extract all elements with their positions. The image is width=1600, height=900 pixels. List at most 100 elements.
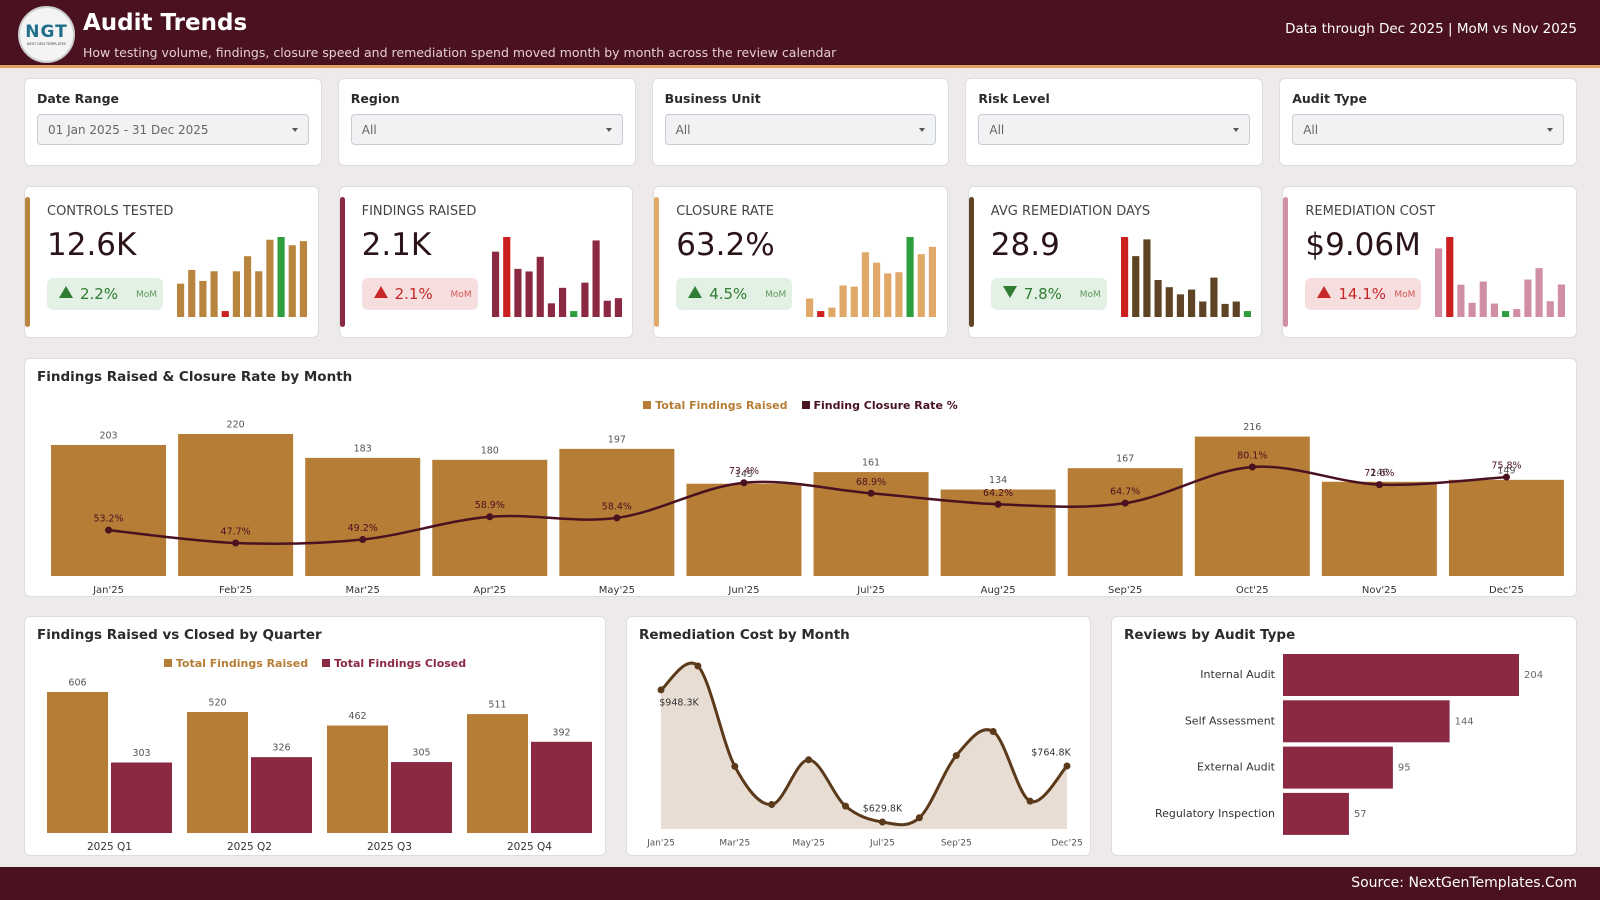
- spark-bar: [906, 237, 914, 317]
- spark-bar: [525, 271, 533, 317]
- data-label: 462: [348, 711, 366, 722]
- line-point: [359, 535, 367, 543]
- spark-bar: [839, 285, 847, 317]
- chart-title: Reviews by Audit Type: [1124, 627, 1296, 643]
- spark-bar: [266, 239, 274, 317]
- spark-bar: [1221, 303, 1229, 317]
- spark-bar: [1243, 311, 1251, 317]
- spark-bar: [1468, 302, 1477, 317]
- line-point: [1121, 499, 1129, 507]
- kpi-card: AVG REMEDIATION DAYS 28.9 7.8% MoM: [967, 186, 1263, 338]
- filter-card: Business Unit All: [651, 78, 950, 166]
- kpi-accent: [25, 197, 30, 327]
- x-tick-label: Sep'25: [941, 839, 972, 849]
- change-value: 2.2%: [80, 285, 119, 303]
- legend-item: Total Findings Raised: [643, 399, 788, 412]
- filter-bar: Date Range 01 Jan 2025 - 31 Dec 2025 Regio…: [24, 78, 1577, 166]
- spark-bar: [828, 307, 836, 317]
- x-tick-label: Apr'25: [473, 585, 506, 596]
- filter-card: Region All: [337, 78, 636, 166]
- spark-bar: [1547, 301, 1555, 317]
- kpi-label: REMEDIATION COST: [1305, 204, 1436, 219]
- kpi-value: $9.06M: [1305, 227, 1421, 263]
- spark-bar: [232, 271, 240, 317]
- bar: [1283, 654, 1519, 696]
- chart-card: 606 303 2025 Q1 520 326 2025 Q2 462 305 2025 Q3 5…: [24, 616, 606, 856]
- line: [659, 661, 1069, 827]
- spark-bar: [1232, 301, 1240, 317]
- trend-arrow: [59, 286, 73, 298]
- spark-bar: [288, 245, 296, 317]
- x-tick-label: Jun'25: [727, 585, 759, 596]
- line-point: [805, 756, 813, 764]
- bar: [1194, 436, 1310, 576]
- data-label: 204: [1524, 670, 1543, 681]
- spark-bar: [1435, 248, 1443, 317]
- spark-bar: [1513, 309, 1521, 317]
- spark-bar: [1558, 284, 1566, 317]
- bar: [187, 712, 248, 833]
- sparkline: [806, 237, 937, 317]
- bar: [686, 483, 802, 576]
- spark-bar: [221, 311, 229, 317]
- kpi-accent: [339, 197, 345, 327]
- spark-bar: [1524, 279, 1532, 317]
- legend-swatch: [643, 401, 652, 409]
- line-point: [878, 818, 886, 826]
- data-label: 197: [608, 434, 626, 445]
- change-value: 4.5%: [709, 285, 748, 303]
- spark-bar: [1480, 281, 1488, 317]
- x-tick-label: 2025 Q3: [367, 841, 412, 853]
- x-tick-label: Dec'25: [1489, 585, 1524, 596]
- data-label: 47.7%: [221, 527, 251, 538]
- x-tick-label: Jan'25: [92, 585, 124, 596]
- spark-bar: [177, 283, 185, 317]
- filter-select[interactable]: All: [664, 114, 937, 145]
- filter-select[interactable]: 01 Jan 2025 - 31 Dec 2025: [37, 114, 309, 145]
- kpi-accent: [654, 197, 660, 327]
- kpi-value: 2.1K: [361, 227, 432, 263]
- x-tick-label: Jan'25: [646, 839, 675, 849]
- kpi-value: 12.6K: [47, 227, 137, 263]
- data-label: $948.3K: [659, 697, 699, 708]
- spark-bar: [1446, 237, 1454, 317]
- spark-bar: [1491, 303, 1499, 317]
- bar: [1283, 700, 1450, 743]
- filter-select[interactable]: All: [978, 114, 1251, 145]
- data-label: 392: [552, 727, 570, 738]
- kpi-change: 7.8% MoM: [990, 278, 1107, 310]
- data-note: Data through Dec 2025 | MoM vs Nov 2025: [1285, 21, 1577, 37]
- spark-bar: [536, 256, 544, 317]
- data-label: 72.6%: [1364, 468, 1394, 479]
- line-point: [694, 662, 702, 670]
- spark-bar: [1120, 237, 1128, 317]
- sparkline: [1120, 237, 1251, 317]
- x-tick-label: Jul'25: [869, 839, 895, 849]
- kpi-label: CLOSURE RATE: [676, 204, 774, 219]
- filter-select[interactable]: All: [1292, 114, 1564, 145]
- kpi-card: CONTROLS TESTED 12.6K 2.2% MoM: [24, 186, 319, 338]
- legend-item: Total Findings Raised: [163, 657, 308, 670]
- spark-bar: [199, 280, 207, 317]
- line-point: [105, 526, 113, 534]
- data-label: 64.2%: [983, 488, 1013, 499]
- kpi-accent: [1283, 197, 1289, 327]
- y-tick-label: Regulatory Inspection: [1155, 807, 1275, 820]
- data-label: 167: [1116, 454, 1134, 465]
- data-label: 68.9%: [856, 477, 886, 488]
- line-point: [867, 489, 875, 497]
- spark-bar: [569, 311, 577, 317]
- filter-card: Risk Level All: [965, 78, 1264, 166]
- kpi-value: 63.2%: [676, 227, 775, 263]
- change-period: MoM: [135, 290, 157, 300]
- chart-card: Jan'25 $948.3K Mar'25 May'25 Jul'25 $629.8K Se…: [626, 616, 1091, 856]
- line-point: [1502, 473, 1510, 481]
- filter-label: Audit Type: [1292, 91, 1367, 106]
- line-point: [1248, 463, 1256, 471]
- bar: [559, 448, 675, 576]
- spark-bar: [1176, 294, 1184, 317]
- change-value: 2.1%: [394, 285, 433, 303]
- legend-label: Total Findings Closed: [334, 657, 467, 670]
- filter-select[interactable]: All: [350, 114, 623, 145]
- spark-bar: [1131, 256, 1140, 317]
